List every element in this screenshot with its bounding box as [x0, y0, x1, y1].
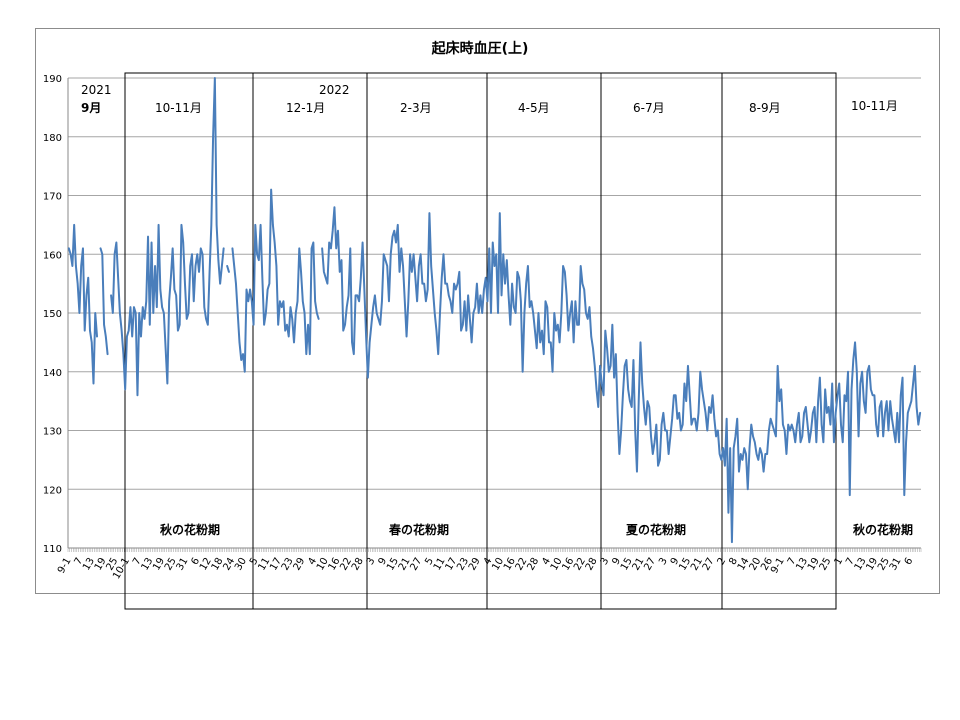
x-tick-label: 6 — [903, 556, 916, 567]
x-tick-label: 3 — [599, 556, 612, 567]
y-tick-label: 120 — [43, 485, 62, 496]
x-tick-label: 27 — [701, 556, 717, 573]
x-tick-label: 9-1 — [56, 556, 74, 576]
pollen-label-autumn-2021: 秋の花粉期 — [160, 522, 220, 537]
x-tick-label: 6 — [189, 556, 202, 567]
x-tick-label: 7 — [73, 556, 86, 567]
y-tick-label: 110 — [43, 544, 62, 555]
x-tick-label: 29 — [467, 556, 483, 573]
y-tick-label: 150 — [43, 309, 62, 320]
x-tick-label: 27 — [408, 556, 424, 573]
x-tick-label: 5 — [248, 556, 261, 567]
x-tick-label: 9 — [377, 556, 390, 567]
period-boxes — [124, 72, 837, 610]
x-tick-label: 4 — [482, 556, 495, 567]
x-tick-label: 5 — [423, 556, 436, 567]
year-2022-label: 2022 — [319, 83, 350, 97]
x-tick-label: 31 — [175, 556, 191, 573]
period-box — [721, 72, 837, 610]
period-label-apr-may: 4-5月 — [518, 101, 550, 115]
y-tick-label: 140 — [43, 368, 62, 379]
x-tick-label: 30 — [233, 556, 249, 573]
x-tick-label: 3 — [657, 556, 670, 567]
y-axis-ticks: 110 120 130 140 150 160 170 180 190 — [43, 74, 62, 555]
period-label-jun-jul: 6-7月 — [633, 101, 665, 115]
period-label-sep: 9月 — [81, 101, 101, 115]
period-label-aug-sep: 8-9月 — [749, 101, 781, 115]
period-label-feb-mar: 2-3月 — [400, 101, 432, 115]
x-tick-label: 9-1 — [769, 556, 787, 576]
x-tick-label: 28 — [350, 556, 366, 573]
period-label-dec-jan: 12-1月 — [286, 101, 325, 115]
x-tick-label: 8 — [727, 556, 740, 567]
x-tick-label: 7 — [131, 556, 144, 567]
chart-title: 起床時血圧(上) — [431, 41, 529, 57]
y-tick-label: 180 — [43, 133, 62, 144]
x-tick-label: 28 — [584, 556, 600, 573]
x-tick-label: 1 — [833, 556, 846, 567]
series-lines — [67, 77, 922, 544]
x-tick-label: 9 — [610, 556, 623, 567]
x-tick-label: 4 — [540, 556, 553, 567]
y-tick-label: 170 — [43, 192, 62, 203]
period-label-oct-nov-2022: 10-11月 — [851, 99, 898, 113]
y-tick-label: 190 — [43, 74, 62, 85]
x-axis-ticks: 9-1713192510-171319253161218243051117232… — [56, 556, 916, 581]
x-tick-label: 28 — [525, 556, 541, 573]
period-label-oct-nov-2021: 10-11月 — [155, 101, 202, 115]
x-tick-label: 7 — [844, 556, 857, 567]
x-tick-label: 29 — [292, 556, 308, 573]
series-line — [67, 77, 922, 544]
pollen-label-autumn-2022: 秋の花粉期 — [853, 522, 913, 537]
x-axis-ticks — [67, 548, 922, 552]
x-tick-label: 7 — [786, 556, 799, 567]
pollen-label-summer: 夏の花粉期 — [626, 522, 686, 537]
x-tick-label: 4 — [306, 556, 319, 567]
y-tick-label: 160 — [43, 250, 62, 261]
x-tick-label: 3 — [365, 556, 378, 567]
gridlines — [67, 77, 922, 552]
x-tick-label: 27 — [642, 556, 658, 573]
x-tick-label: 25 — [818, 556, 834, 573]
pollen-label-spring: 春の花粉期 — [388, 522, 449, 537]
x-tick-label: 9 — [669, 556, 682, 567]
y-tick-label: 130 — [43, 427, 62, 438]
x-tick-label: 31 — [888, 556, 904, 573]
year-2021-label: 2021 — [81, 83, 112, 97]
